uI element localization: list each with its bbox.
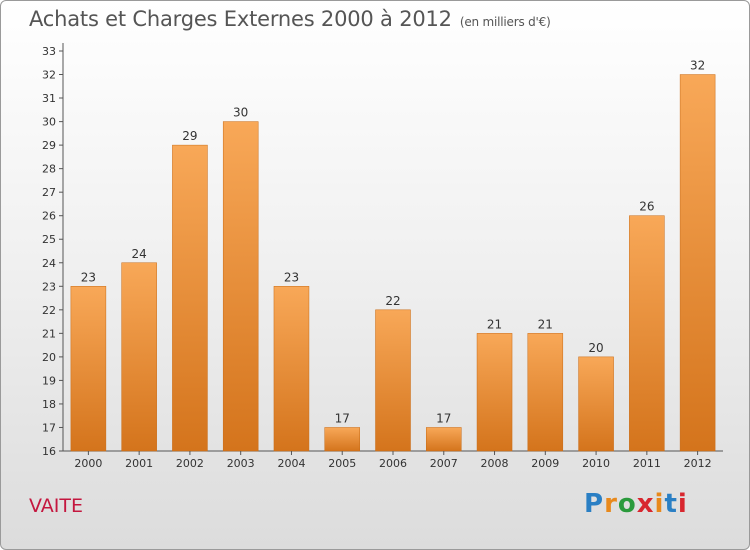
x-tick-label: 2002 [176, 457, 204, 470]
bar [172, 144, 208, 452]
bar [426, 427, 462, 452]
logo-letter: o [617, 489, 637, 519]
logo-letter: x [636, 489, 655, 519]
commune-name: VAITE [29, 495, 83, 517]
y-tick-label: 18 [42, 398, 56, 411]
bar [70, 286, 107, 452]
y-tick-label: 24 [42, 257, 56, 270]
y-tick-label: 22 [42, 304, 56, 317]
y-tick-label: 25 [42, 233, 56, 246]
bar [679, 74, 716, 452]
x-tick-label: 2003 [227, 457, 255, 470]
proxiti-logo[interactable]: Proxiti [584, 489, 688, 519]
x-tick-label: 2007 [430, 457, 458, 470]
bar [324, 427, 360, 452]
bar-value-label: 23 [81, 270, 96, 284]
y-tick-label: 27 [42, 186, 56, 199]
bar [222, 121, 259, 452]
y-tick-label: 32 [42, 69, 56, 82]
bar-value-label: 24 [132, 247, 147, 261]
x-tick-label: 2008 [481, 457, 509, 470]
bar-value-label: 26 [639, 200, 654, 214]
bar [476, 333, 513, 452]
x-tick-label: 2011 [633, 457, 661, 470]
logo-letter: t [664, 489, 678, 519]
bar-value-label: 29 [182, 129, 197, 143]
bar-value-label: 21 [487, 317, 502, 331]
x-tick-label: 2010 [582, 457, 610, 470]
y-tick-label: 30 [42, 116, 56, 129]
x-tick-label: 2009 [531, 457, 559, 470]
bar [121, 262, 157, 452]
bar-value-label: 30 [233, 106, 248, 120]
logo-letter: P [584, 489, 605, 519]
y-tick-label: 16 [42, 445, 56, 458]
chart-title: Achats et Charges Externes 2000 à 2012 (e… [29, 7, 551, 31]
bar-value-label: 17 [335, 411, 350, 425]
y-tick-label: 17 [42, 421, 56, 434]
x-tick-label: 2012 [684, 457, 712, 470]
y-tick-label: 23 [42, 280, 56, 293]
bar [629, 215, 665, 452]
bar-value-label: 32 [690, 59, 705, 73]
y-tick-label: 20 [42, 351, 56, 364]
y-tick-label: 31 [42, 92, 56, 105]
x-tick-label: 2001 [125, 457, 153, 470]
y-tick-label: 19 [42, 374, 56, 387]
bar-value-label: 21 [538, 317, 553, 331]
bar [273, 286, 310, 452]
bar [578, 356, 614, 452]
y-tick-label: 29 [42, 139, 56, 152]
y-tick-label: 33 [42, 45, 56, 58]
x-tick-label: 2000 [74, 457, 102, 470]
bar-value-label: 23 [284, 270, 299, 284]
bar-value-label: 22 [385, 294, 400, 308]
x-tick-label: 2004 [277, 457, 305, 470]
bar-value-label: 20 [588, 341, 603, 355]
y-tick-label: 21 [42, 327, 56, 340]
bar [527, 333, 564, 452]
bar [375, 309, 411, 452]
unit-note: (en milliers d'€) [459, 15, 551, 29]
title-text: Achats et Charges Externes 2000 à 2012 [29, 7, 452, 31]
x-tick-label: 2005 [328, 457, 356, 470]
logo-letter: r [604, 489, 618, 519]
y-tick-label: 26 [42, 210, 56, 223]
logo-letter: i [677, 489, 688, 519]
y-tick-label: 28 [42, 163, 56, 176]
x-tick-label: 2006 [379, 457, 407, 470]
logo-letter: i [654, 489, 665, 519]
bar-value-label: 17 [436, 411, 451, 425]
